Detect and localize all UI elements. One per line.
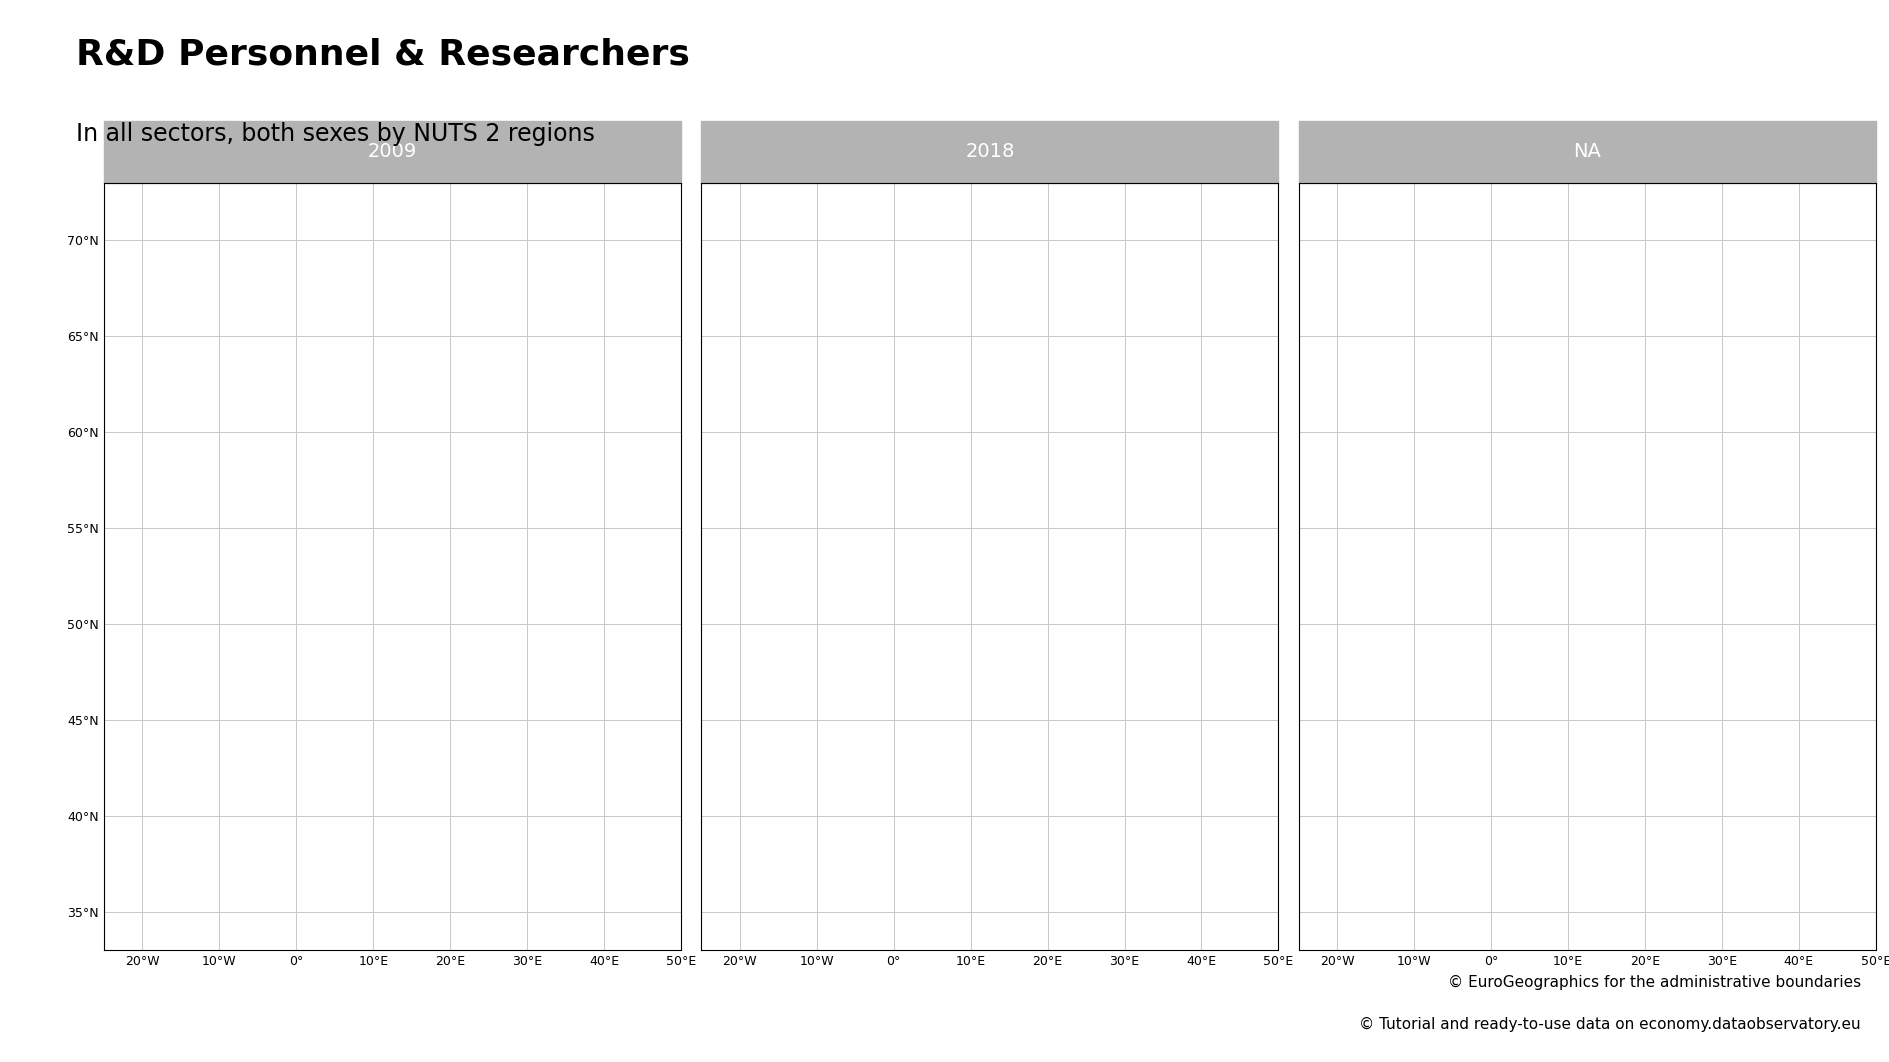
Text: In all sectors, both sexes by NUTS 2 regions: In all sectors, both sexes by NUTS 2 reg… — [76, 122, 595, 147]
Text: 2018: 2018 — [965, 142, 1014, 161]
Text: © EuroGeographics for the administrative boundaries: © EuroGeographics for the administrative… — [1447, 975, 1861, 990]
Text: © Tutorial and ready-to-use data on economy.dataobservatory.eu: © Tutorial and ready-to-use data on econ… — [1358, 1017, 1861, 1032]
Text: NA: NA — [1574, 142, 1602, 161]
Text: R&D Personnel & Researchers: R&D Personnel & Researchers — [76, 37, 689, 71]
Text: 2009: 2009 — [368, 142, 417, 161]
